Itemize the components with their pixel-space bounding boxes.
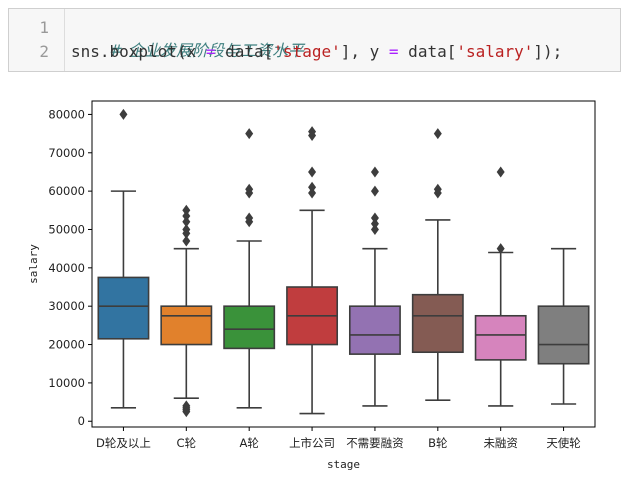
y-tick-label: 10000 <box>48 376 85 390</box>
x-tick-label: A轮 <box>240 436 260 450</box>
line-number-gutter: 1 2 <box>9 9 65 71</box>
x-tick-label: 天使轮 <box>546 436 581 450</box>
outlier-point <box>496 243 505 255</box>
axes-frame <box>91 100 596 428</box>
code-line-1[interactable]: # 企业发展阶段与工资水平 <box>71 18 305 80</box>
outlier-point <box>182 216 191 228</box>
code-operator: = <box>205 42 216 61</box>
x-tick-label: D轮及以上 <box>96 436 151 450</box>
y-tick-label: 30000 <box>48 299 85 313</box>
box-0 <box>97 276 150 340</box>
plot-area: 0 10000 20000 30000 40000 50000 60000 70000 8000… <box>48 100 596 450</box>
outlier-point <box>245 183 254 195</box>
x-tick-label: B轮 <box>428 436 448 450</box>
outlier-point <box>182 400 191 412</box>
outlier-point <box>433 128 442 140</box>
outlier-point <box>496 166 505 178</box>
outlier-point <box>182 223 191 235</box>
outlier-point <box>370 218 379 230</box>
code-string: 'stage' <box>273 42 341 61</box>
outlier-point <box>370 212 379 224</box>
outlier-point <box>370 185 379 197</box>
code-token: data[ <box>215 42 274 61</box>
code-cell[interactable]: 1 2 # 企业发展阶段与工资水平 sns.boxplot(x = data['… <box>8 8 621 72</box>
line-number: 1 <box>39 18 49 37</box>
y-tick-label: 80000 <box>48 107 85 121</box>
outlier-point <box>370 223 379 235</box>
code-token: ]); <box>533 42 563 61</box>
outlier-point <box>182 204 191 216</box>
y-tick-label: 40000 <box>48 261 85 275</box>
x-tick-label: 未融资 <box>483 436 518 450</box>
x-axis-label: stage <box>327 458 360 471</box>
line-number: 2 <box>39 42 49 61</box>
y-tick-label: 50000 <box>48 222 85 236</box>
outlier-point <box>308 181 317 193</box>
x-tick-label: C轮 <box>177 436 197 450</box>
y-tick-label: 0 <box>78 414 85 428</box>
x-tick-label: 上市公司 <box>289 436 335 450</box>
code-token: data[ <box>398 42 457 61</box>
box-4 <box>348 305 401 355</box>
outlier-point <box>182 235 191 247</box>
box-7 <box>537 305 590 365</box>
outlier-point <box>245 128 254 140</box>
box-6 <box>474 314 527 361</box>
code-token: ], y <box>340 42 389 61</box>
code-string: 'salary' <box>456 42 534 61</box>
code-operator: = <box>388 42 399 61</box>
outlier-point <box>119 108 128 120</box>
y-tick-label: 60000 <box>48 184 85 198</box>
outlier-point <box>370 166 379 178</box>
code-comment: # 企业发展阶段与工资水平 <box>109 41 305 60</box>
outlier-point <box>308 166 317 178</box>
box-1 <box>160 305 213 346</box>
outlier-point <box>308 187 317 199</box>
x-tick-label: 不需要融资 <box>346 436 404 450</box>
y-tick-label: 70000 <box>48 146 85 160</box>
outlier-point <box>245 212 254 224</box>
outlier-point <box>182 210 191 222</box>
box-5 <box>411 293 464 354</box>
outlier-point <box>433 183 442 195</box>
box-2 <box>223 305 276 350</box>
code-token: sns.boxplot(x <box>71 42 206 61</box>
outlier-point <box>308 126 317 138</box>
code-line-2[interactable]: sns.boxplot(x = data['stage'], y = data[… <box>71 42 562 61</box>
y-axis-label: salary <box>27 244 40 284</box>
y-tick-label: 20000 <box>48 338 85 352</box>
